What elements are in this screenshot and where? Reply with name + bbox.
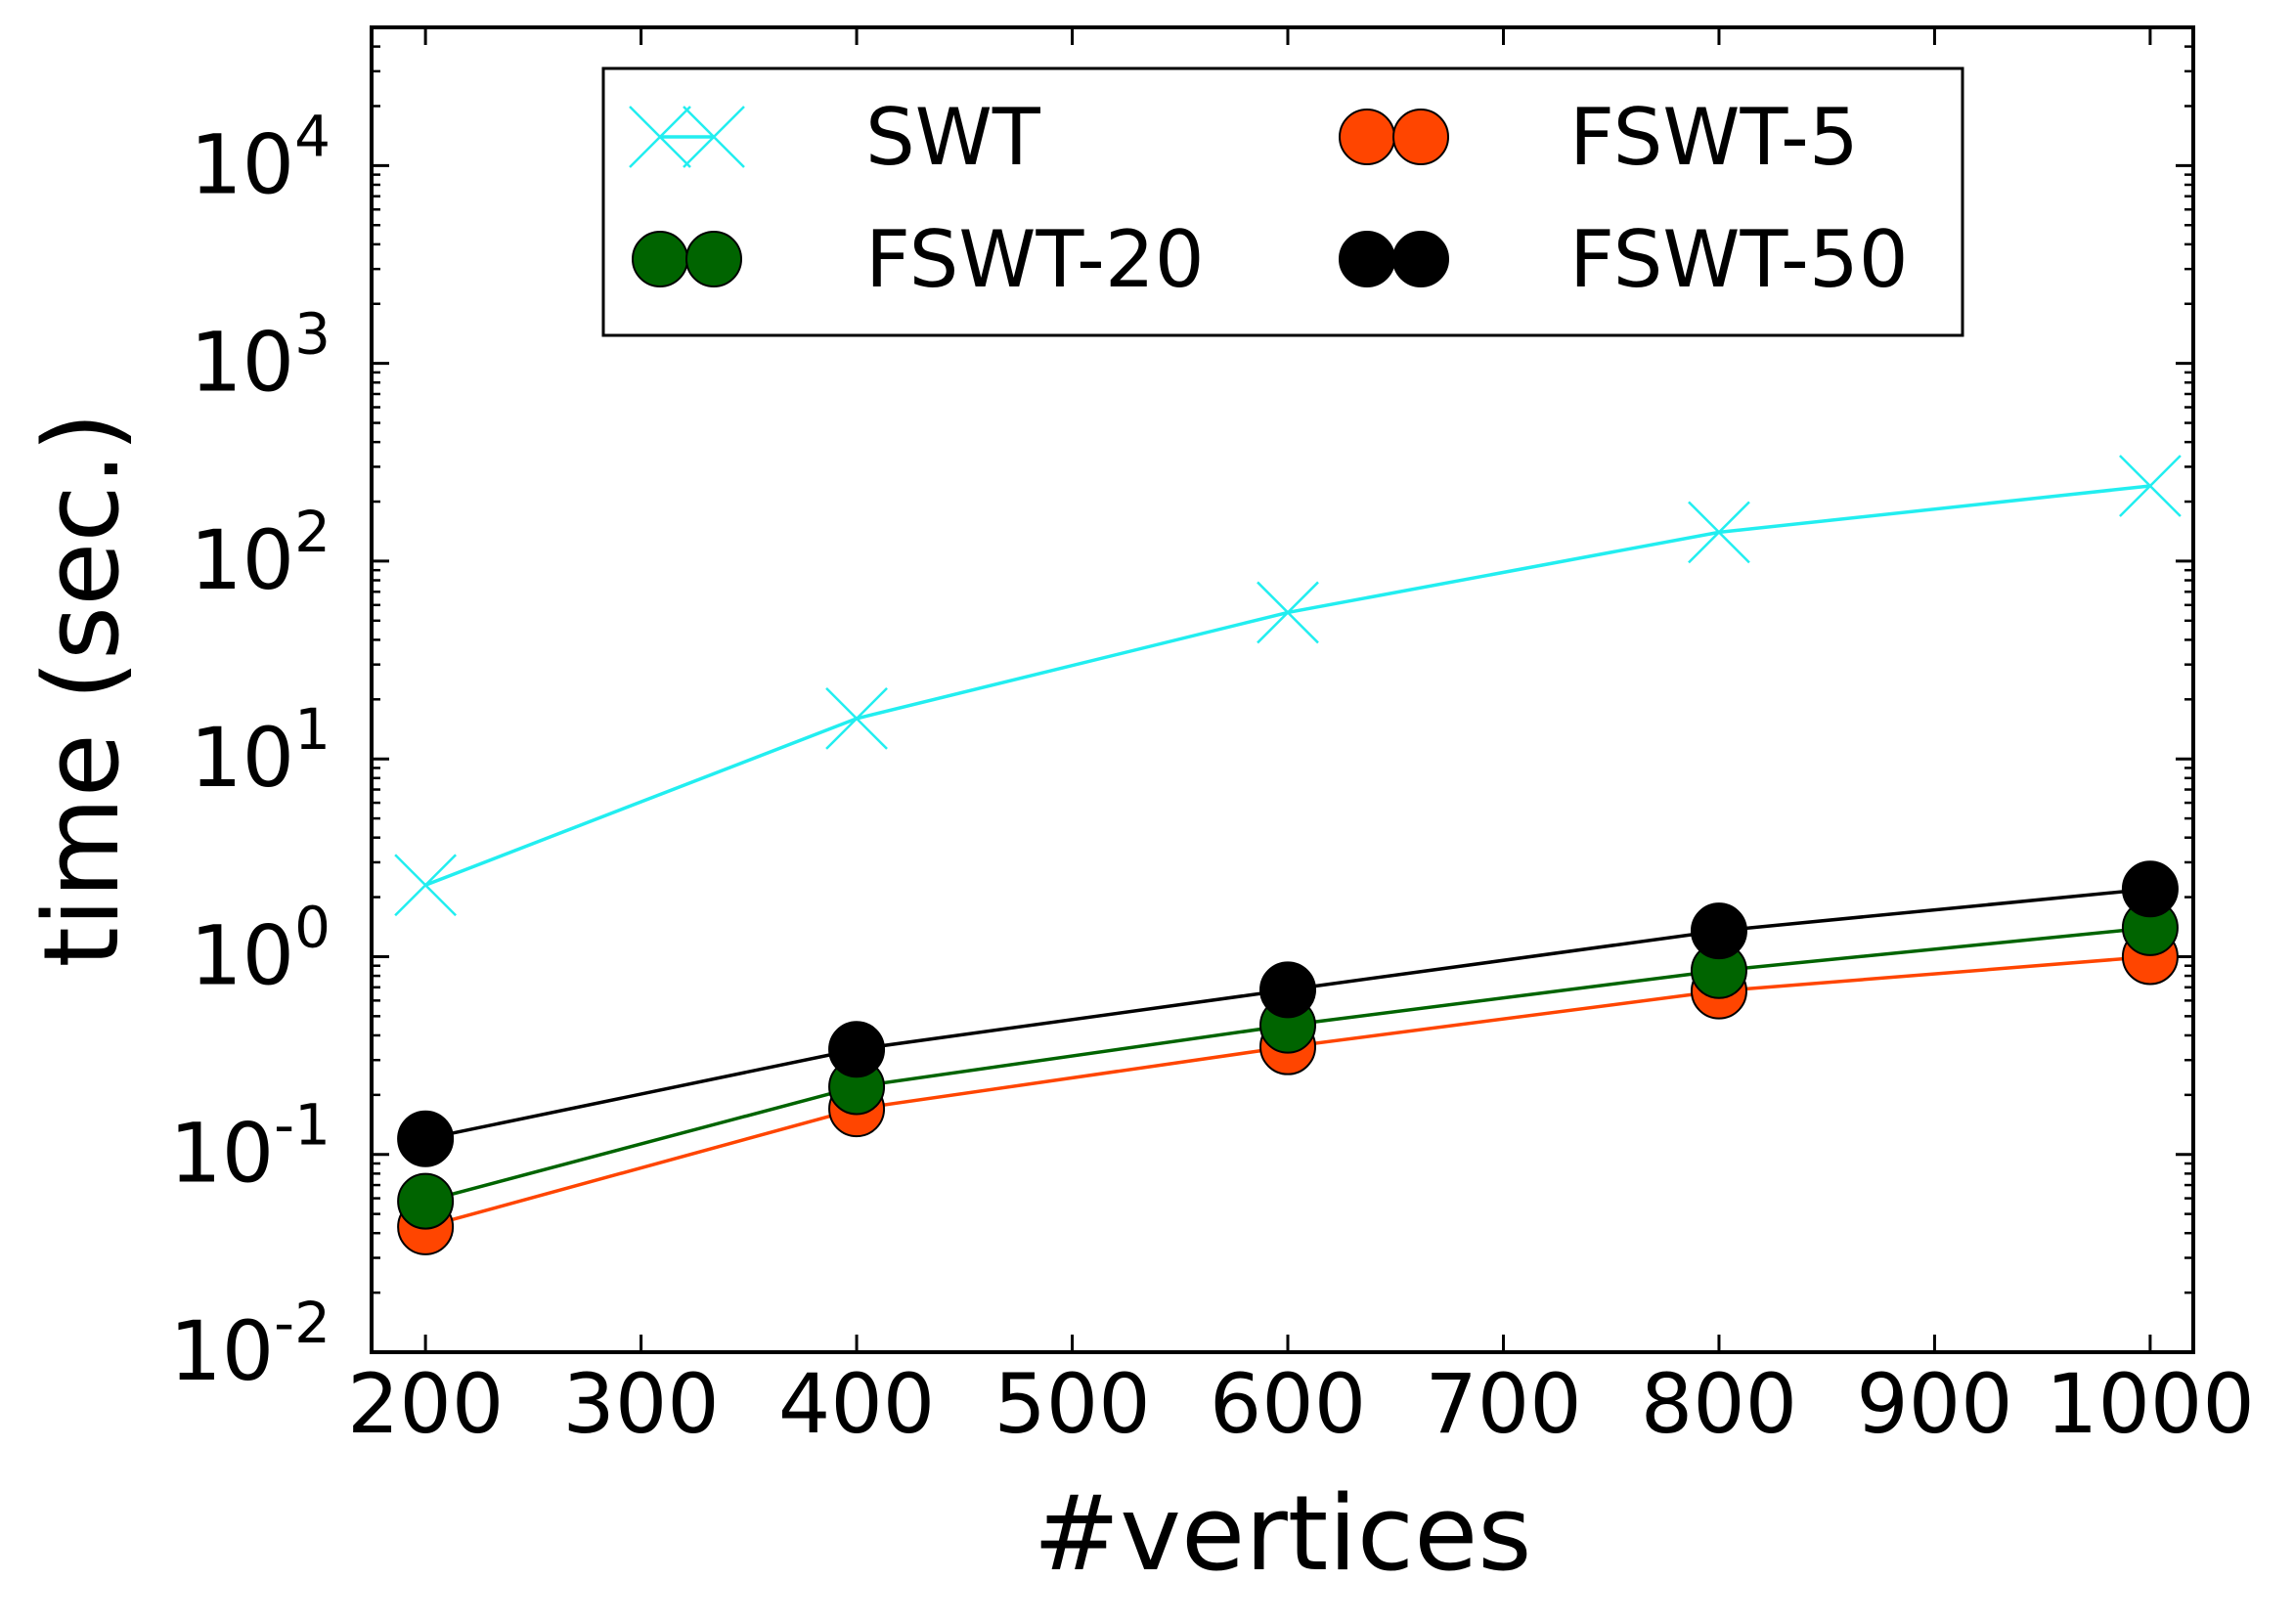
data-point-swt <box>394 854 458 917</box>
series-swt <box>394 455 2182 917</box>
y-axis-label: time (sec.) <box>22 412 142 967</box>
legend-marker <box>629 106 691 168</box>
legend-label: FSWT-20 <box>865 214 1205 305</box>
x-tick-label: 900 <box>1856 1356 2012 1452</box>
legend-box <box>601 66 1964 337</box>
series-layer <box>394 455 2182 1255</box>
y-tick-label: 103 <box>190 301 331 411</box>
data-point-fswt-50 <box>1690 902 1747 960</box>
x-axis-label: #vertices <box>1033 1473 1531 1594</box>
legend-item-fswt-50: FSWT-50 <box>1339 214 1909 305</box>
major-ticks <box>372 27 2193 1354</box>
series-fswt-50 <box>397 860 2179 1167</box>
y-tick-labels: 10-2 10-1 100 101 102 103 104 <box>169 103 331 1399</box>
legend-marker <box>685 231 742 287</box>
legend-marker <box>1339 109 1395 165</box>
legend-marker <box>1392 231 1449 287</box>
data-point-swt <box>2119 455 2182 517</box>
x-tick-label: 800 <box>1641 1356 1797 1452</box>
legend-label: FSWT-5 <box>1569 92 1859 183</box>
x-tick-labels: 200 300 400 500 600 700 800 900 1000 <box>347 1356 2255 1452</box>
x-tick-label: 600 <box>1210 1356 1366 1452</box>
legend-marker <box>632 231 688 287</box>
x-tick-label: 700 <box>1425 1356 1581 1452</box>
legend-item-swt: SWT <box>629 92 1041 183</box>
legend: SWT FSWT-5 FSWT-20 FSWT-50 <box>601 66 1964 337</box>
legend-marker <box>1392 109 1449 165</box>
data-point-fswt-50 <box>397 1110 455 1167</box>
data-point-swt <box>825 687 888 750</box>
y-tick-label: 104 <box>190 103 331 212</box>
legend-item-fswt-20: FSWT-20 <box>632 214 1205 305</box>
data-point-swt <box>1257 581 1319 644</box>
data-point-fswt-50 <box>828 1021 886 1078</box>
legend-marker <box>683 106 745 168</box>
legend-marker <box>1339 231 1395 287</box>
y-tick-label: 10-2 <box>169 1290 331 1399</box>
y-tick-label: 100 <box>190 894 331 1003</box>
x-tick-label: 300 <box>562 1356 719 1452</box>
y-tick-label: 10-1 <box>169 1092 331 1202</box>
x-tick-label: 500 <box>993 1356 1150 1452</box>
series-line-swt <box>424 484 2151 887</box>
data-point-fswt-50 <box>2121 860 2179 918</box>
plot-frame <box>370 25 2195 1354</box>
x-tick-label: 400 <box>778 1356 935 1452</box>
x-tick-label: 1000 <box>2046 1356 2255 1452</box>
x-tick-label: 200 <box>347 1356 504 1452</box>
legend-label: SWT <box>865 92 1041 183</box>
legend-item-fswt-5: FSWT-5 <box>1339 92 1859 183</box>
data-point-fswt-20 <box>397 1172 455 1230</box>
y-tick-label: 102 <box>190 499 331 608</box>
y-tick-label: 101 <box>190 696 331 806</box>
data-point-swt <box>1688 501 1750 564</box>
legend-label: FSWT-50 <box>1569 214 1909 305</box>
data-point-fswt-50 <box>1259 961 1317 1019</box>
